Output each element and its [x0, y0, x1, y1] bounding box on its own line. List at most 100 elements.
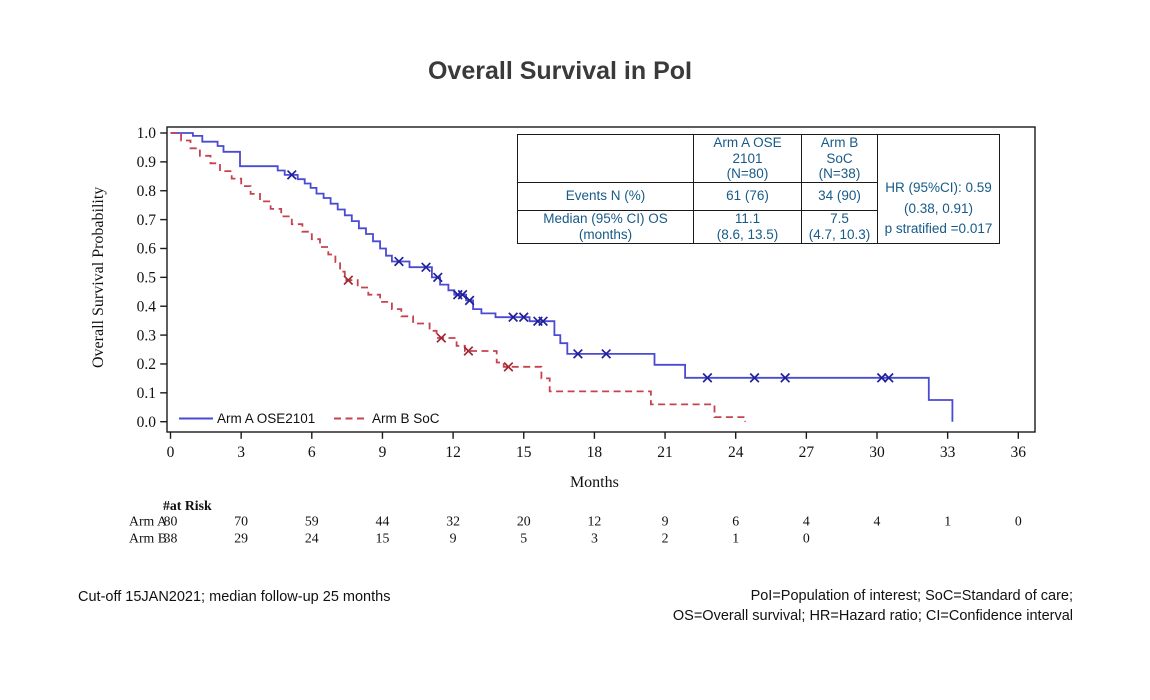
x-tick-label: 3: [237, 444, 245, 461]
stats-corner-cell: [517, 134, 694, 183]
censor-mark: [464, 295, 475, 306]
y-tick-label: 1.0: [137, 125, 157, 142]
stats-arm-b-header-line2: (N=38): [818, 166, 861, 181]
y-tick-label: 0.5: [137, 270, 157, 287]
censor-mark: [538, 316, 548, 327]
x-tick-label: 36: [1011, 444, 1027, 461]
footnote-abbreviations: PoI=Population of interest; SoC=Standard…: [673, 586, 1073, 626]
hr-pvalue: p stratified =0.017: [884, 221, 993, 236]
censor-mark: [876, 372, 887, 383]
at-risk-count: 24: [305, 531, 319, 546]
x-tick-label: 24: [728, 444, 744, 461]
x-tick-label: 9: [379, 444, 387, 461]
y-tick-label: 0.8: [137, 183, 157, 200]
censor-mark: [780, 372, 791, 383]
median-arm-a-line1: 11.1: [734, 211, 761, 226]
footnote-abbrev-line1: PoI=Population of interest; SoC=Standard…: [750, 588, 1073, 604]
median-arm-a-line2: (8.6, 13.5): [716, 226, 779, 242]
at-risk-count: 9: [662, 514, 669, 529]
x-tick-label: 18: [587, 444, 603, 461]
censor-mark: [601, 348, 612, 359]
at-risk-count: 70: [234, 514, 248, 529]
censor-mark: [343, 275, 354, 286]
stats-arm-a-header-line1: Arm A OSE 2101: [713, 135, 782, 166]
footnote-cutoff: Cut-off 15JAN2021; median follow-up 25 m…: [78, 589, 391, 605]
at-risk-count: 5: [520, 531, 527, 546]
y-axis-title: Overall Survival Probability: [90, 187, 107, 368]
censor-mark: [286, 169, 297, 180]
at-risk-count: 32: [446, 514, 460, 529]
x-tick-label: 12: [445, 444, 461, 461]
at-risk-count: 29: [234, 531, 248, 546]
series-arm-a: [170, 132, 954, 422]
events-arm-b-value: 34 (90): [801, 181, 878, 211]
footnote-abbrev-line2: OS=Overall survival; HR=Hazard ratio; CI…: [672, 608, 1073, 624]
at-risk-count: 1: [944, 514, 951, 529]
events-row-label: Events N (%): [517, 181, 694, 211]
censor-mark: [432, 272, 443, 283]
at-risk-count: 1: [732, 531, 739, 546]
at-risk-count: 0: [1015, 514, 1022, 529]
stats-arm-b-header: Arm B SoC (N=38): [801, 134, 878, 183]
at-risk-count: 38: [164, 531, 178, 546]
y-tick-label: 0.3: [137, 327, 157, 344]
median-row-label: Median (95% CI) OS (months): [517, 209, 694, 244]
at-risk-count: 15: [376, 531, 390, 546]
censor-mark: [463, 346, 474, 356]
y-tick-label: 0.2: [137, 356, 156, 373]
y-tick-label: 0.4: [137, 298, 157, 315]
series-arm-b: [170, 132, 746, 422]
censor-mark: [394, 256, 404, 267]
stats-arm-b-header-line1: Arm B SoC: [820, 135, 859, 166]
x-tick-label: 15: [516, 444, 532, 461]
median-row-label-line2: (months): [578, 226, 633, 242]
median-arm-b-line1: 7.5: [830, 211, 849, 226]
x-tick-label: 33: [940, 444, 956, 461]
figure-title: Overall Survival in PoI: [427, 57, 692, 85]
median-arm-b-value: 7.5 (4.7, 10.3): [801, 209, 878, 244]
x-axis-title: Months: [570, 474, 619, 491]
x-tick-label: 21: [657, 444, 673, 461]
at-risk-count: 2: [662, 531, 669, 546]
events-arm-a-value: 61 (76): [693, 181, 802, 211]
y-axis: 0.0 0.1 0.2 0.3 0.4 0.5 0.6 0.7 0.8 0.9 1.0 Overall…: [90, 125, 167, 431]
km-curve: [170, 132, 746, 422]
censor-mark: [573, 348, 583, 359]
km-curve: [170, 132, 954, 422]
censor-mark: [436, 333, 447, 343]
at-risk-count: 0: [803, 531, 810, 546]
at-risk-count: 44: [376, 514, 390, 529]
censor-mark: [702, 372, 713, 383]
median-arm-b-line2: (4.7, 10.3): [808, 226, 871, 242]
stats-table: Arm A OSE 2101 (N=80) Arm B SoC (N=38) H…: [517, 134, 1000, 244]
x-tick-label: 6: [308, 444, 316, 461]
at-risk-count: 4: [803, 514, 810, 529]
at-risk-header: #at Risk: [163, 498, 212, 513]
y-tick-label: 0.7: [137, 212, 157, 229]
median-row-label-line1: Median (95% CI) OS: [543, 211, 668, 226]
at-risk-count: 4: [874, 514, 881, 529]
y-tick-label: 0.9: [137, 154, 157, 171]
censor-mark: [749, 372, 760, 383]
at-risk-count: 80: [164, 514, 178, 529]
y-tick-label: 0.6: [137, 241, 157, 258]
at-risk-count: 59: [305, 514, 319, 529]
survival-chart: 0 3 6 9 12 15 18 21 24 27 30 33 36Months0.00.10.20.3…: [90, 125, 1036, 546]
y-tick-label: 0.1: [137, 385, 156, 402]
x-tick-label: 27: [799, 444, 815, 461]
censor-mark: [421, 262, 431, 273]
at-risk-count: 9: [450, 531, 457, 546]
hr-value: HR (95%CI): 0.59: [885, 180, 992, 195]
legend: Arm A OSE2101 Arm B SoC: [179, 411, 440, 426]
at-risk-count: 20: [517, 514, 531, 529]
legend-arm-a-label: Arm A OSE2101: [217, 411, 315, 426]
legend-arm-b-label: Arm B SoC: [372, 411, 440, 426]
y-tick-label: 0.0: [137, 414, 157, 431]
stats-arm-a-header: Arm A OSE 2101 (N=80): [693, 134, 802, 183]
at-risk-row-label: Arm B: [129, 531, 167, 546]
at-risk-count: 6: [732, 514, 739, 529]
censor-mark: [508, 312, 519, 323]
x-tick-label: 30: [869, 444, 885, 461]
